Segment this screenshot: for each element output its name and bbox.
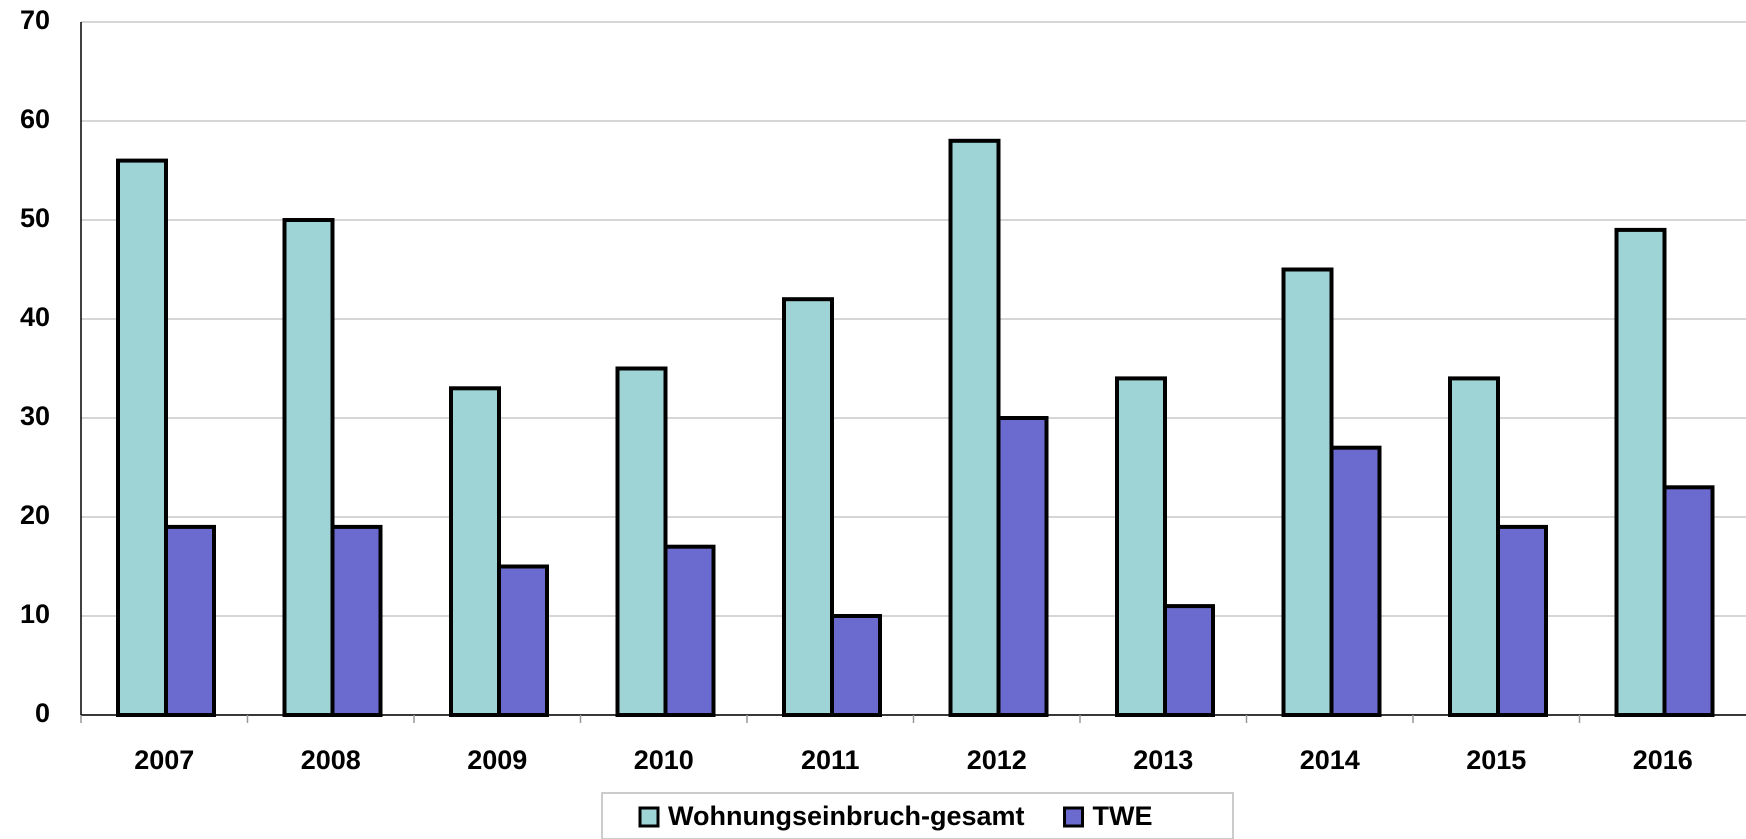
x-tick-label: 2016	[1633, 745, 1693, 775]
y-tick-label: 60	[20, 104, 50, 134]
bar	[497, 564, 549, 717]
y-tick-label: 30	[20, 401, 50, 431]
legend-swatch	[1063, 806, 1085, 828]
y-tick-label: 10	[20, 599, 50, 629]
bar	[449, 386, 501, 717]
bar	[1448, 376, 1500, 717]
legend-label: Wohnungseinbruch-gesamt	[668, 801, 1025, 831]
bar	[1496, 524, 1548, 718]
x-tick-label: 2010	[634, 745, 694, 775]
y-tick-label: 50	[20, 203, 50, 233]
x-tick-label: 2009	[467, 745, 527, 775]
legend-box	[601, 792, 1234, 839]
bar	[282, 218, 335, 717]
y-tick-label: 70	[20, 5, 50, 35]
bar	[1329, 445, 1382, 717]
bar	[1163, 604, 1215, 717]
y-tick-label: 0	[35, 698, 50, 728]
bar	[1281, 267, 1334, 717]
bar	[116, 158, 168, 718]
bar	[330, 524, 383, 718]
bar	[615, 366, 668, 717]
bar	[996, 416, 1049, 717]
bar	[1614, 227, 1667, 717]
x-tick-label: 2007	[134, 745, 194, 775]
x-tick-label: 2011	[801, 745, 860, 775]
bar	[663, 544, 716, 718]
bar	[164, 524, 216, 718]
bar	[830, 614, 882, 717]
x-tick-label: 2013	[1133, 745, 1193, 775]
x-tick-label: 2008	[301, 745, 361, 775]
y-tick-label: 40	[20, 302, 50, 332]
y-tick-label: 20	[20, 500, 50, 530]
legend-label: TWE	[1093, 801, 1153, 831]
legend-swatch	[638, 806, 660, 828]
x-tick-label: 2014	[1300, 745, 1360, 775]
bar	[1115, 376, 1167, 717]
bar	[948, 138, 1001, 718]
bar	[1662, 485, 1715, 717]
x-tick-label: 2015	[1466, 745, 1526, 775]
x-tick-label: 2012	[967, 745, 1027, 775]
bar	[782, 297, 834, 717]
